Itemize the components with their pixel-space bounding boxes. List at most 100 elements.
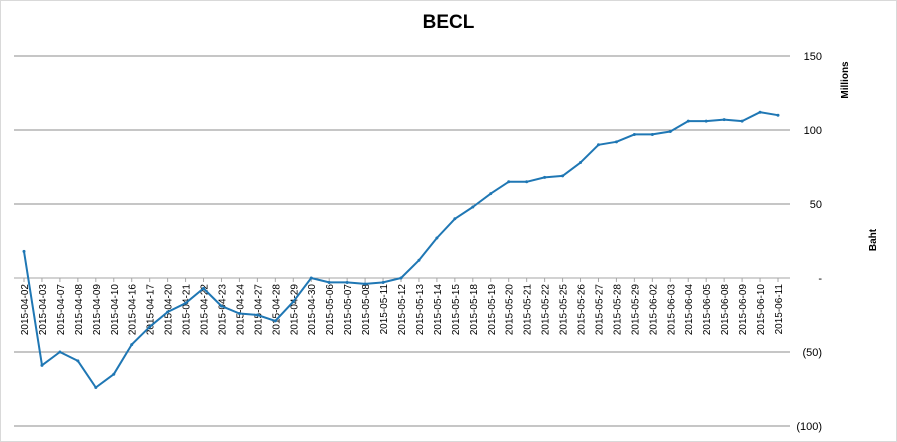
x-tick-label: 2015-05-20 [505,284,516,336]
x-tick-label: 2015-06-02 [648,284,659,336]
x-tick-label: 2015-05-06 [325,284,336,336]
data-point [596,143,600,147]
x-tick-label: 2015-05-07 [343,284,354,336]
x-tick-label: 2015-04-22 [200,284,211,336]
x-tick-label: 2015-05-14 [433,284,444,336]
series-line [23,111,779,389]
chart-title: BECL [422,12,475,33]
data-point [381,280,385,284]
data-point [219,304,223,308]
y-axis-ticks: 150 100 50 - (50) (100) [796,51,822,433]
data-point [237,312,241,316]
x-tick-label: 2015-05-11 [379,284,390,335]
y-axis-unit-label: Millions [840,61,851,99]
x-tick-label: 2015-06-04 [684,284,695,336]
x-tick-label: 2015-04-07 [56,284,67,336]
data-point [525,180,529,184]
data-point [579,161,583,165]
data-point [40,363,44,367]
x-tick-label: 2015-04-10 [110,284,121,336]
x-tick-label: 2015-06-05 [702,284,713,336]
x-tick-label: 2015-04-20 [164,284,175,336]
data-point [166,310,170,314]
x-tick-label: 2015-06-10 [756,284,767,336]
data-point [255,313,259,317]
data-point [489,192,493,196]
x-tick-label: 2015-05-13 [415,284,426,336]
x-tick-label: 2015-04-23 [217,284,228,336]
data-point [417,258,421,262]
x-tick-label: 2015-04-27 [253,284,264,336]
y-tick-label: (50) [802,347,822,359]
x-tick-label: 2015-05-18 [469,284,480,336]
data-point [471,205,475,209]
data-point [291,300,295,304]
data-point [94,386,98,390]
data-point [632,132,636,136]
x-tick-label: 2015-05-12 [397,284,408,336]
x-tick-label: 2015-06-08 [720,284,731,336]
x-tick-label: 2015-04-08 [74,284,85,336]
x-tick-label: 2015-05-08 [361,284,372,336]
x-tick-label: 2015-06-09 [738,284,749,336]
y-tick-label: 150 [804,51,822,63]
data-point [740,119,744,123]
x-tick-label: 2015-05-25 [559,284,570,336]
data-point [758,110,762,114]
x-tick-label: 2015-06-03 [666,284,677,336]
data-point [435,236,439,240]
data-point [309,276,313,280]
data-point [453,217,457,221]
x-tick-label: 2015-05-27 [594,284,605,336]
data-point [561,174,565,178]
data-point [668,129,672,133]
y-axis-label: Baht [868,228,879,251]
data-point [58,350,62,354]
data-point [202,286,206,290]
data-point [112,372,116,376]
data-point [363,282,367,286]
data-point [543,175,547,179]
x-tick-label: 2015-04-17 [146,284,157,336]
data-point [130,343,134,347]
x-tick-label: 2015-05-19 [487,284,498,336]
data-point [650,132,654,136]
data-point [22,249,26,253]
x-tick-label: 2015-05-29 [630,284,641,336]
data-point [686,119,690,123]
x-tick-label: 2015-04-28 [271,284,282,336]
data-point [704,119,708,123]
x-tick-label: 2015-04-21 [182,284,193,336]
data-point [184,301,188,305]
y-tick-label: - [818,273,822,285]
data-points [22,110,780,390]
x-tick-label: 2015-04-24 [235,284,246,336]
x-tick-label: 2015-04-30 [307,284,318,336]
x-tick-label: 2015-04-03 [38,284,49,336]
x-tick-label: 2015-05-28 [612,284,623,336]
x-tick-label: 2015-06-11 [774,284,785,335]
data-point [273,319,277,323]
x-tick-label: 2015-04-16 [128,284,139,336]
data-point [148,325,152,329]
x-axis-ticks: 2015-04-02 2015-04-03 2015-04-07 2015-04-08… [20,278,785,335]
data-point [399,276,403,280]
data-point [722,118,726,122]
data-point [345,280,349,284]
y-tick-label: 100 [804,125,822,137]
data-point [327,280,331,284]
data-point [76,359,80,363]
data-point [507,180,511,184]
gridlines [14,55,790,427]
data-point [776,113,780,117]
x-tick-label: 2015-04-09 [92,284,103,336]
y-tick-label: (100) [796,421,822,433]
x-tick-label: 2015-04-29 [289,284,300,336]
y-tick-label: 50 [810,199,822,211]
x-tick-label: 2015-05-21 [523,284,534,336]
data-point [614,140,618,144]
x-tick-label: 2015-05-26 [577,284,588,336]
x-tick-label: 2015-04-02 [20,284,31,336]
